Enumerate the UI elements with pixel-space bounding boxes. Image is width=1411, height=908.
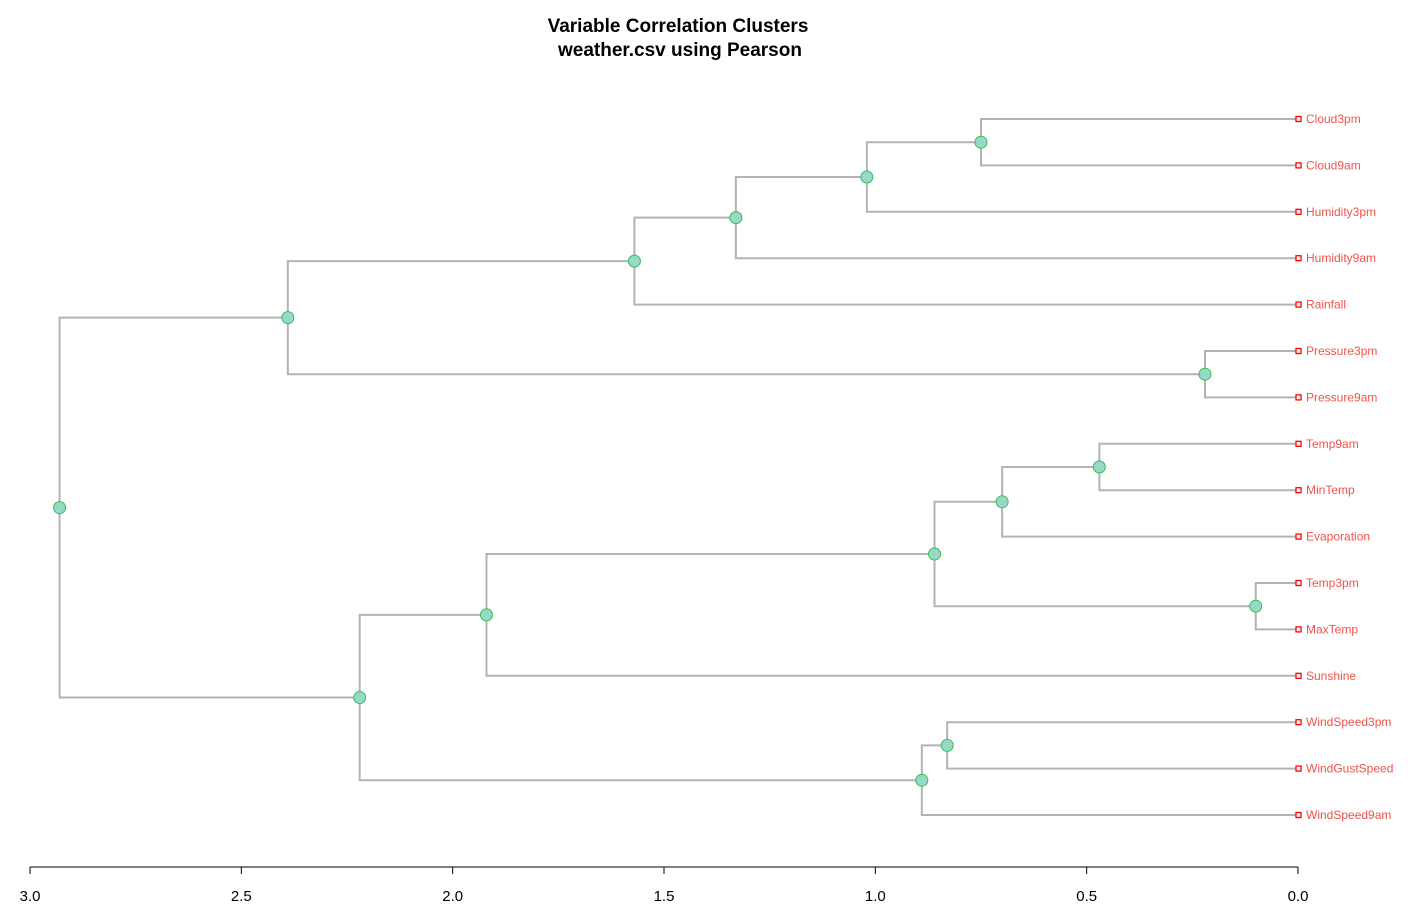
branch-m13	[920, 744, 1298, 816]
leaf-marker	[1295, 347, 1302, 355]
leaf-marker	[1295, 811, 1302, 819]
leaf-label: Cloud9am	[1306, 158, 1361, 172]
merge-node	[353, 691, 367, 705]
x-tick-label: 3.0	[20, 888, 41, 905]
leaf-marker	[1295, 208, 1302, 215]
branch-m3	[734, 176, 1298, 260]
x-axis: 3.0 2.5 2.0 1.5 1.0 0.5 0.0	[20, 866, 1309, 905]
leaf-marker	[1295, 301, 1302, 308]
merge-node	[940, 738, 954, 752]
branch-m4	[633, 216, 1298, 306]
leaf-marker	[1295, 719, 1302, 726]
leaf-label: Humidity3pm	[1306, 205, 1376, 219]
x-tick-label: 0.5	[1076, 888, 1097, 905]
leaf-labels: Cloud3pm Cloud9am Humidity3pm Humidity9am Ra…	[1295, 112, 1393, 822]
merge-nodes	[53, 135, 1263, 787]
branch-m14	[358, 613, 922, 782]
leaf-label: Pressure9am	[1306, 390, 1377, 404]
dendrogram-branches	[58, 118, 1298, 816]
leaf-label: Rainfall	[1306, 298, 1346, 312]
merge-node	[860, 170, 874, 184]
merge-node	[928, 547, 942, 561]
merge-node	[915, 773, 929, 787]
leaf-marker	[1295, 440, 1302, 447]
leaf-label: Temp9am	[1306, 437, 1359, 451]
x-tick-label: 1.0	[865, 888, 886, 905]
leaf-label: Sunshine	[1306, 669, 1356, 683]
x-tick-label: 2.0	[442, 888, 463, 905]
leaf-marker	[1295, 162, 1302, 169]
leaf-marker	[1295, 487, 1302, 494]
merge-node	[974, 135, 988, 149]
branch-m6	[286, 260, 1206, 376]
merge-node	[627, 254, 641, 268]
merge-node	[479, 608, 493, 622]
branch-m11	[485, 553, 1298, 677]
chart-subtitle: weather.csv using Pearson	[557, 40, 802, 61]
leaf-label: Cloud3pm	[1306, 112, 1361, 126]
x-tick-label: 2.5	[231, 888, 252, 905]
leaf-label: Humidity9am	[1306, 251, 1376, 265]
leaf-label: WindSpeed9am	[1306, 808, 1391, 822]
leaf-label: MinTemp	[1306, 483, 1355, 497]
branch-m5	[1204, 350, 1298, 399]
branch-m8	[1001, 466, 1298, 538]
merge-node	[1198, 367, 1212, 381]
merge-node	[729, 211, 743, 225]
leaf-marker	[1295, 626, 1302, 633]
leaf-marker	[1295, 394, 1302, 401]
branch-m12	[946, 721, 1298, 770]
merge-node	[1249, 599, 1263, 613]
leaf-marker	[1295, 115, 1302, 123]
merge-node	[1092, 460, 1106, 474]
leaf-label: WindGustSpeed	[1306, 762, 1393, 776]
branch-m7	[1098, 442, 1298, 492]
leaf-marker	[1295, 579, 1302, 587]
leaf-marker	[1295, 255, 1302, 262]
branch-m10	[933, 500, 1256, 608]
branch-m2	[865, 141, 1298, 213]
leaf-label: MaxTemp	[1306, 622, 1358, 636]
leaf-label: WindSpeed3pm	[1306, 715, 1391, 729]
x-tick-label: 0.0	[1288, 888, 1309, 905]
leaf-label: Evaporation	[1306, 530, 1370, 544]
branch-m1	[980, 118, 1298, 167]
leaf-marker	[1295, 672, 1302, 679]
leaf-marker	[1295, 765, 1302, 772]
x-tick-label: 1.5	[654, 888, 675, 905]
merge-node	[281, 311, 295, 325]
merge-node	[995, 495, 1009, 509]
chart-title: Variable Correlation Clusters	[548, 16, 809, 37]
merge-node	[53, 501, 67, 515]
leaf-label: Pressure3pm	[1306, 344, 1377, 358]
leaf-label: Temp3pm	[1306, 576, 1359, 590]
leaf-marker	[1295, 533, 1302, 540]
